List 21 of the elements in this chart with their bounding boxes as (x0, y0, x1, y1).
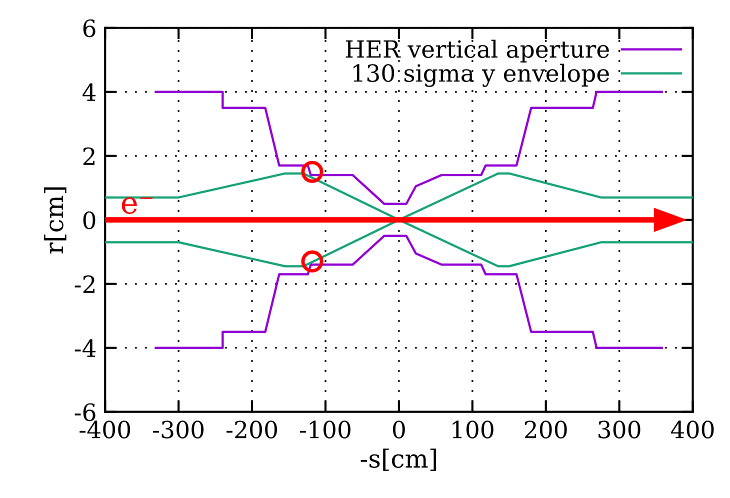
x-tick-label: -300 (153, 420, 204, 438)
x-tick-label: -200 (226, 420, 277, 438)
y-axis-title: r[cm] (44, 187, 66, 254)
legend-label: 130 sigma y envelope (353, 64, 609, 87)
y-tick-label: 2 (83, 147, 94, 165)
x-tick-label: 100 (452, 420, 494, 438)
y-tick-label: -6 (74, 403, 96, 422)
x-tick-label: -400 (80, 420, 130, 438)
x-tick-label: 0 (392, 420, 405, 438)
x-tick-label: 200 (524, 420, 567, 438)
legend-label: HER vertical aperture (346, 40, 609, 63)
y-tick-label: -2 (74, 275, 94, 293)
x-axis-title: -s[cm] (360, 448, 436, 471)
y-tick-label: 4 (82, 83, 96, 101)
x-tick-label: -100 (300, 420, 350, 438)
y-tick-label: 0 (83, 211, 96, 230)
x-tick-label: 400 (670, 420, 714, 438)
ref-line-label: e⁻ (122, 197, 152, 214)
x-tick-label: 300 (598, 420, 640, 438)
y-tick-label: -4 (74, 339, 96, 357)
y-tick-label: 6 (83, 19, 96, 38)
